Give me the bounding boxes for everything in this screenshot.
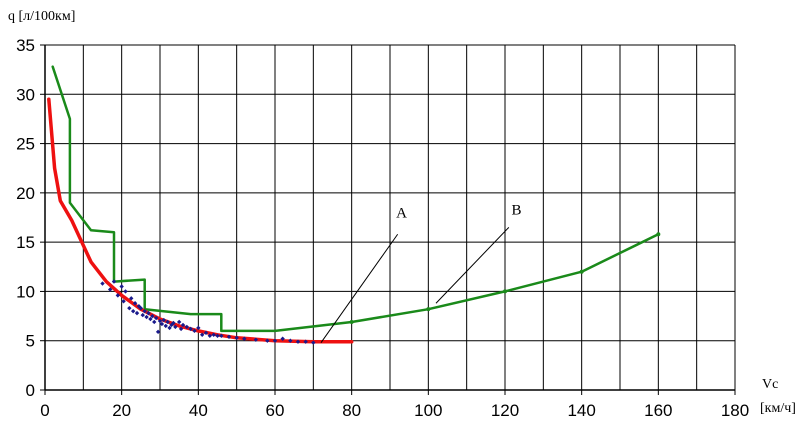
y-tick-label-0: 0 [26, 381, 35, 400]
data-point-measured-34 [180, 322, 186, 328]
data-point-measured-40 [203, 330, 209, 336]
y-tick-label-20: 20 [16, 184, 35, 203]
data-point-measured-43 [215, 333, 220, 338]
marker-green-14 [503, 289, 507, 294]
x-tick-label-40: 40 [189, 401, 208, 420]
x-tick-label-180: 180 [721, 401, 749, 420]
data-point-measured-2 [111, 279, 117, 284]
data-point-measured-25 [161, 317, 167, 323]
x-axis-label-line1: Vc [762, 377, 778, 392]
y-tick-label-15: 15 [16, 233, 35, 252]
series-line-red [47, 97, 354, 344]
series-measured [100, 279, 316, 345]
data-point-measured-41 [207, 333, 213, 338]
data-point-measured-21 [153, 315, 159, 321]
axes [40, 44, 736, 395]
data-point-measured-29 [169, 322, 174, 328]
data-point-measured-53 [295, 339, 301, 344]
data-point-measured-20 [152, 319, 157, 325]
data-point-measured-7 [127, 305, 132, 311]
y-tick-label-5: 5 [26, 332, 35, 351]
x-tick-label-140: 140 [567, 401, 595, 420]
data-point-measured-46 [234, 335, 239, 340]
data-point-measured-54 [303, 339, 308, 344]
x-tick-label-20: 20 [112, 401, 131, 420]
data-point-measured-35 [184, 324, 190, 330]
data-point-measured-15 [142, 308, 147, 314]
data-point-measured-37 [192, 328, 197, 334]
data-point-measured-42 [211, 332, 216, 337]
data-point-measured-55 [311, 340, 316, 345]
marker-green-12 [349, 319, 354, 324]
data-point-measured-0 [100, 281, 105, 286]
data-point-measured-1 [107, 287, 113, 292]
data-point-measured-45 [226, 334, 232, 339]
x-tick-label-100: 100 [414, 401, 442, 420]
annotation-leader-A [320, 233, 399, 343]
data-point-measured-36 [188, 326, 193, 332]
x-tick-labels: 0 20 40 60 80 100 120 140 160 180 [40, 401, 749, 420]
data-point-measured-14 [140, 312, 145, 318]
y-tick-label-30: 30 [16, 85, 35, 104]
data-point-measured-6 [123, 289, 128, 294]
series-group [47, 65, 661, 345]
x-tick-label-80: 80 [342, 401, 361, 420]
y-axis-label: q [л/100км] [8, 9, 75, 24]
marker-green-15 [579, 269, 584, 274]
data-point-measured-26 [163, 323, 168, 329]
data-point-measured-18 [148, 316, 153, 322]
data-point-measured-38 [196, 325, 201, 331]
series-line-green [51, 65, 660, 333]
data-point-measured-17 [146, 310, 151, 316]
y-tick-label-35: 35 [16, 36, 35, 55]
data-point-measured-16 [144, 314, 149, 320]
data-point-measured-22 [155, 329, 161, 335]
x-tick-label-0: 0 [40, 401, 49, 420]
data-point-measured-4 [119, 284, 124, 289]
data-point-measured-39 [199, 332, 205, 337]
data-point-measured-31 [173, 324, 178, 330]
annotation-label-B: B [511, 203, 521, 219]
data-point-measured-33 [178, 326, 184, 332]
data-point-measured-47 [242, 336, 247, 341]
gridlines [45, 44, 736, 390]
data-point-measured-32 [176, 319, 182, 325]
data-point-measured-30 [171, 320, 176, 326]
data-point-measured-50 [272, 338, 278, 343]
marker-green-13 [426, 307, 431, 312]
data-point-measured-44 [219, 333, 224, 338]
data-point-measured-9 [130, 308, 136, 314]
x-tick-label-120: 120 [491, 401, 519, 420]
data-point-measured-48 [253, 337, 259, 342]
data-point-measured-51 [280, 336, 285, 341]
annotation-leader-B [435, 227, 510, 304]
x-axis-label-line2: [км/ч] [760, 401, 796, 416]
data-point-measured-24 [159, 321, 165, 327]
data-point-measured-3 [115, 293, 121, 298]
data-point-measured-11 [134, 310, 140, 316]
data-point-measured-23 [157, 318, 163, 324]
data-point-measured-13 [138, 305, 144, 311]
y-tick-labels: 0 5 10 15 20 25 30 35 [16, 36, 35, 400]
data-point-measured-27 [165, 319, 170, 325]
marker-green-16 [656, 232, 661, 237]
data-point-measured-49 [265, 338, 270, 343]
data-point-measured-52 [288, 338, 293, 343]
data-point-measured-28 [167, 325, 172, 331]
y-tick-label-25: 25 [16, 135, 35, 154]
x-tick-label-160: 160 [644, 401, 672, 420]
x-tick-label-60: 60 [266, 401, 285, 420]
annotation-label-A: A [396, 206, 407, 222]
data-point-measured-19 [150, 313, 155, 319]
data-point-measured-8 [129, 296, 134, 301]
y-tick-label-10: 10 [16, 282, 35, 301]
data-point-measured-10 [132, 301, 138, 306]
data-point-measured-5 [121, 299, 126, 304]
